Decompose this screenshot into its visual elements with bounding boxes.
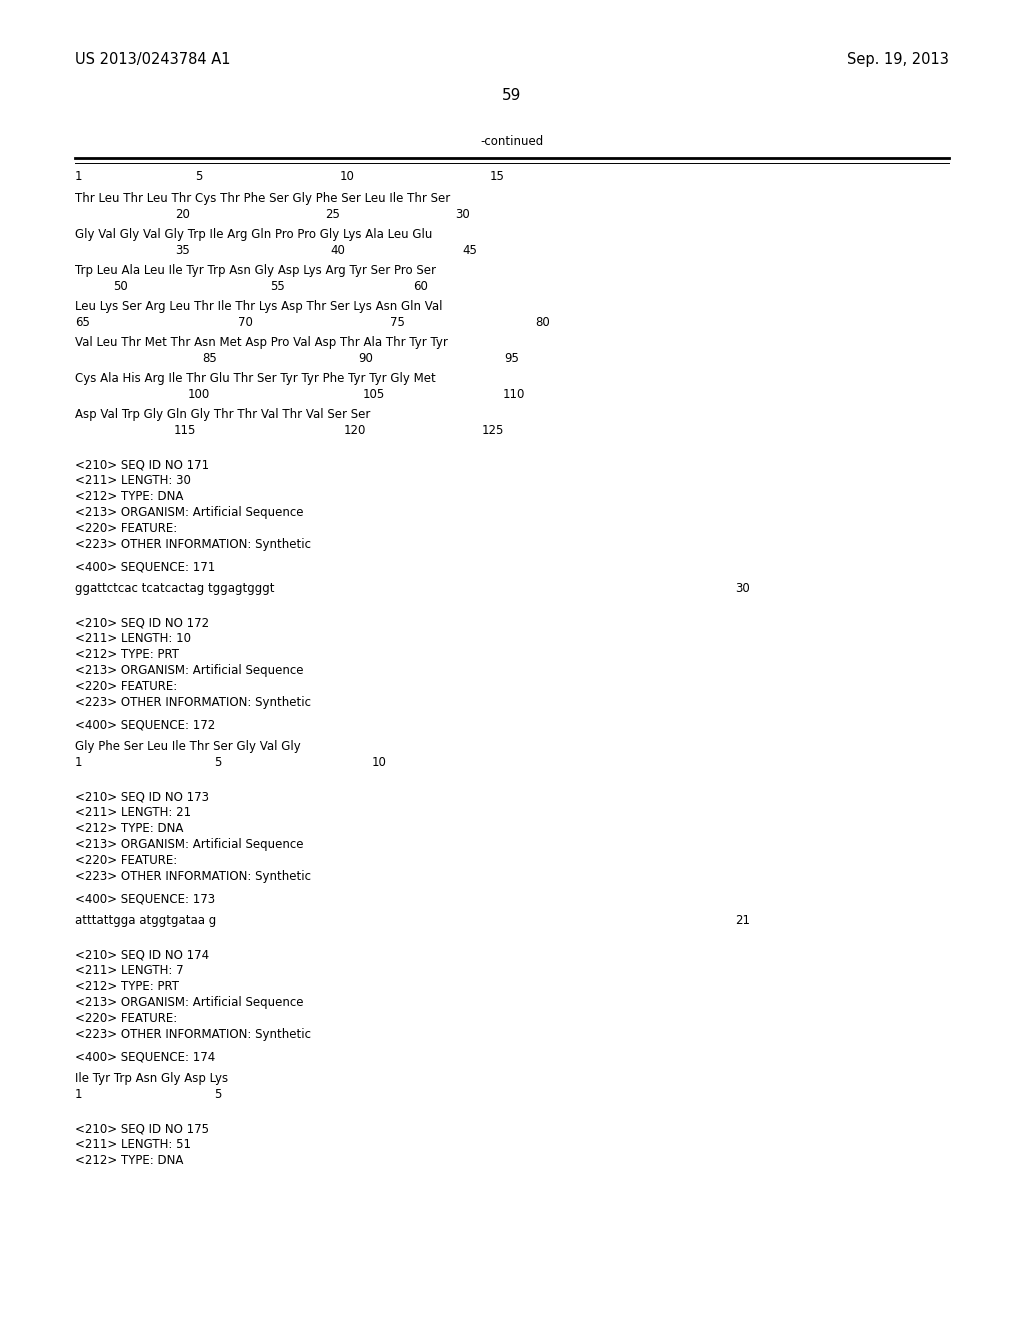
Text: <400> SEQUENCE: 174: <400> SEQUENCE: 174 [75,1049,215,1063]
Text: <211> LENGTH: 30: <211> LENGTH: 30 [75,474,190,487]
Text: 15: 15 [490,170,505,183]
Text: 35: 35 [175,244,189,257]
Text: 80: 80 [535,315,550,329]
Text: 21: 21 [735,913,750,927]
Text: <220> FEATURE:: <220> FEATURE: [75,521,177,535]
Text: <211> LENGTH: 51: <211> LENGTH: 51 [75,1138,191,1151]
Text: <220> FEATURE:: <220> FEATURE: [75,680,177,693]
Text: Cys Ala His Arg Ile Thr Glu Thr Ser Tyr Tyr Phe Tyr Tyr Gly Met: Cys Ala His Arg Ile Thr Glu Thr Ser Tyr … [75,372,436,385]
Text: <400> SEQUENCE: 171: <400> SEQUENCE: 171 [75,560,215,573]
Text: <213> ORGANISM: Artificial Sequence: <213> ORGANISM: Artificial Sequence [75,664,303,677]
Text: Gly Phe Ser Leu Ile Thr Ser Gly Val Gly: Gly Phe Ser Leu Ile Thr Ser Gly Val Gly [75,741,301,752]
Text: <210> SEQ ID NO 172: <210> SEQ ID NO 172 [75,616,209,630]
Text: 20: 20 [175,209,189,220]
Text: 30: 30 [455,209,470,220]
Text: 125: 125 [482,424,505,437]
Text: Leu Lys Ser Arg Leu Thr Ile Thr Lys Asp Thr Ser Lys Asn Gln Val: Leu Lys Ser Arg Leu Thr Ile Thr Lys Asp … [75,300,442,313]
Text: 75: 75 [390,315,404,329]
Text: 120: 120 [344,424,367,437]
Text: Trp Leu Ala Leu Ile Tyr Trp Asn Gly Asp Lys Arg Tyr Ser Pro Ser: Trp Leu Ala Leu Ile Tyr Trp Asn Gly Asp … [75,264,436,277]
Text: 59: 59 [503,88,521,103]
Text: Gly Val Gly Val Gly Trp Ile Arg Gln Pro Pro Gly Lys Ala Leu Glu: Gly Val Gly Val Gly Trp Ile Arg Gln Pro … [75,228,432,242]
Text: 85: 85 [202,352,217,366]
Text: <223> OTHER INFORMATION: Synthetic: <223> OTHER INFORMATION: Synthetic [75,696,311,709]
Text: 105: 105 [362,388,385,401]
Text: 25: 25 [325,209,340,220]
Text: <213> ORGANISM: Artificial Sequence: <213> ORGANISM: Artificial Sequence [75,838,303,851]
Text: 1: 1 [75,756,83,770]
Text: <220> FEATURE:: <220> FEATURE: [75,1012,177,1026]
Text: <223> OTHER INFORMATION: Synthetic: <223> OTHER INFORMATION: Synthetic [75,1028,311,1041]
Text: <211> LENGTH: 21: <211> LENGTH: 21 [75,807,191,818]
Text: <213> ORGANISM: Artificial Sequence: <213> ORGANISM: Artificial Sequence [75,506,303,519]
Text: Asp Val Trp Gly Gln Gly Thr Thr Val Thr Val Ser Ser: Asp Val Trp Gly Gln Gly Thr Thr Val Thr … [75,408,371,421]
Text: 10: 10 [340,170,355,183]
Text: -continued: -continued [480,135,544,148]
Text: 5: 5 [195,170,203,183]
Text: 40: 40 [330,244,345,257]
Text: <210> SEQ ID NO 173: <210> SEQ ID NO 173 [75,789,209,803]
Text: 65: 65 [75,315,90,329]
Text: 60: 60 [413,280,428,293]
Text: 5: 5 [214,1088,221,1101]
Text: 10: 10 [372,756,387,770]
Text: ggattctcac tcatcactag tggagtgggt: ggattctcac tcatcactag tggagtgggt [75,582,274,595]
Text: 110: 110 [503,388,525,401]
Text: <223> OTHER INFORMATION: Synthetic: <223> OTHER INFORMATION: Synthetic [75,539,311,550]
Text: atttattgga atggtgataa g: atttattgga atggtgataa g [75,913,216,927]
Text: <211> LENGTH: 10: <211> LENGTH: 10 [75,632,191,645]
Text: 50: 50 [113,280,128,293]
Text: <212> TYPE: PRT: <212> TYPE: PRT [75,648,179,661]
Text: 30: 30 [735,582,750,595]
Text: Val Leu Thr Met Thr Asn Met Asp Pro Val Asp Thr Ala Thr Tyr Tyr: Val Leu Thr Met Thr Asn Met Asp Pro Val … [75,337,447,348]
Text: <400> SEQUENCE: 173: <400> SEQUENCE: 173 [75,892,215,906]
Text: <223> OTHER INFORMATION: Synthetic: <223> OTHER INFORMATION: Synthetic [75,870,311,883]
Text: <210> SEQ ID NO 174: <210> SEQ ID NO 174 [75,948,209,961]
Text: Thr Leu Thr Leu Thr Cys Thr Phe Ser Gly Phe Ser Leu Ile Thr Ser: Thr Leu Thr Leu Thr Cys Thr Phe Ser Gly … [75,191,451,205]
Text: <212> TYPE: PRT: <212> TYPE: PRT [75,979,179,993]
Text: 90: 90 [358,352,373,366]
Text: 115: 115 [174,424,197,437]
Text: 55: 55 [270,280,285,293]
Text: 95: 95 [504,352,519,366]
Text: <212> TYPE: DNA: <212> TYPE: DNA [75,1154,183,1167]
Text: 45: 45 [462,244,477,257]
Text: <212> TYPE: DNA: <212> TYPE: DNA [75,822,183,836]
Text: 5: 5 [214,756,221,770]
Text: <220> FEATURE:: <220> FEATURE: [75,854,177,867]
Text: <213> ORGANISM: Artificial Sequence: <213> ORGANISM: Artificial Sequence [75,997,303,1008]
Text: <210> SEQ ID NO 175: <210> SEQ ID NO 175 [75,1122,209,1135]
Text: <212> TYPE: DNA: <212> TYPE: DNA [75,490,183,503]
Text: 100: 100 [188,388,210,401]
Text: 1: 1 [75,1088,83,1101]
Text: 1: 1 [75,170,83,183]
Text: Sep. 19, 2013: Sep. 19, 2013 [847,51,949,67]
Text: Ile Tyr Trp Asn Gly Asp Lys: Ile Tyr Trp Asn Gly Asp Lys [75,1072,228,1085]
Text: <211> LENGTH: 7: <211> LENGTH: 7 [75,964,183,977]
Text: <400> SEQUENCE: 172: <400> SEQUENCE: 172 [75,718,215,731]
Text: <210> SEQ ID NO 171: <210> SEQ ID NO 171 [75,458,209,471]
Text: US 2013/0243784 A1: US 2013/0243784 A1 [75,51,230,67]
Text: 70: 70 [238,315,253,329]
